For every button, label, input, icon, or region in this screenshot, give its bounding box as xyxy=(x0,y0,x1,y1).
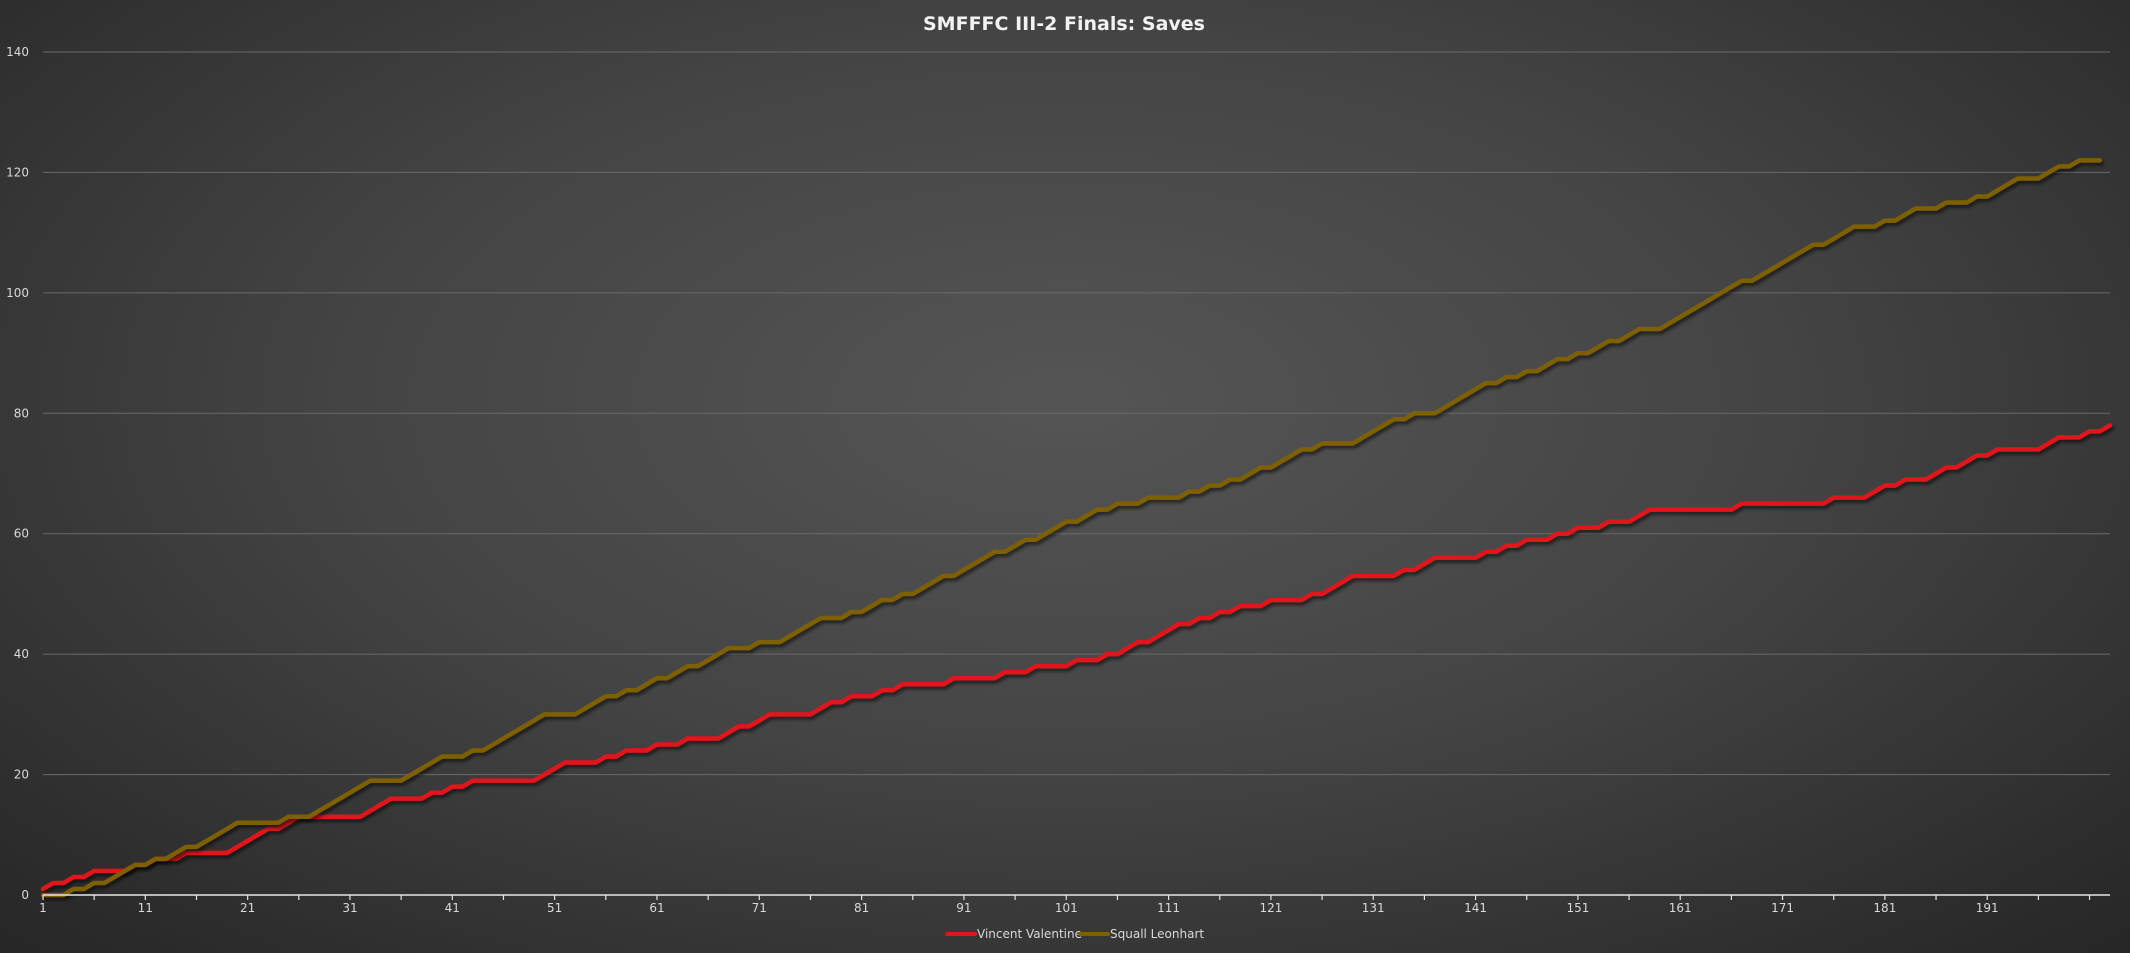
y-tick-label-20: 20 xyxy=(14,768,29,782)
x-tick-label-41: 41 xyxy=(445,901,460,915)
series-line-vincent-valentine xyxy=(40,423,2113,892)
gridlines xyxy=(43,51,2110,776)
x-tick-label-21: 21 xyxy=(240,901,255,915)
y-axis-labels: 0 20 40 60 80 100 120 140 xyxy=(6,45,29,902)
y-tick-label-120: 120 xyxy=(6,165,29,179)
legend-label-squall: Squall Leonhart xyxy=(1110,927,1204,941)
x-tick-label-111: 111 xyxy=(1157,901,1180,915)
y-tick-label-60: 60 xyxy=(14,527,29,541)
x-axis-labels: 1 11 21 31 41 51 61 71 81 91 101 111 121 131 141 151 161… xyxy=(39,901,1998,915)
x-tick-label-141: 141 xyxy=(1464,901,1487,915)
y-tick-label-0: 0 xyxy=(21,888,29,902)
x-tick-label-171: 171 xyxy=(1771,901,1794,915)
x-tick-label-151: 151 xyxy=(1566,901,1589,915)
x-tick-label-31: 31 xyxy=(342,901,357,915)
legend-label-vincent: Vincent Valentine xyxy=(977,927,1082,941)
legend-item-squall: Squall Leonhart xyxy=(1078,927,1204,941)
x-tick-label-11: 11 xyxy=(138,901,153,915)
x-tick-label-131: 131 xyxy=(1362,901,1385,915)
x-tick-label-91: 91 xyxy=(956,901,971,915)
series-lines xyxy=(40,158,2113,898)
y-tick-label-80: 80 xyxy=(14,406,29,420)
x-tick-label-51: 51 xyxy=(547,901,562,915)
y-tick-label-140: 140 xyxy=(6,45,29,59)
x-tick-label-61: 61 xyxy=(649,901,664,915)
chart-title: SMFFFC III-2 Finals: Saves xyxy=(923,13,1205,35)
series-line-squall-leonhart xyxy=(40,158,2103,898)
x-tick-label-161: 161 xyxy=(1669,901,1692,915)
y-tick-label-100: 100 xyxy=(6,286,29,300)
x-tick-label-101: 101 xyxy=(1055,901,1078,915)
x-tick-label-181: 181 xyxy=(1873,901,1896,915)
legend-item-vincent: Vincent Valentine xyxy=(945,927,1082,941)
y-tick-label-40: 40 xyxy=(14,647,29,661)
x-tick-label-191: 191 xyxy=(1976,901,1999,915)
x-tick-label-1: 1 xyxy=(39,901,47,915)
x-tick-label-81: 81 xyxy=(854,901,869,915)
x-tick-label-71: 71 xyxy=(752,901,767,915)
x-axis xyxy=(42,894,2110,900)
legend: Vincent Valentine Squall Leonhart xyxy=(945,927,1204,941)
x-tick-label-121: 121 xyxy=(1259,901,1282,915)
